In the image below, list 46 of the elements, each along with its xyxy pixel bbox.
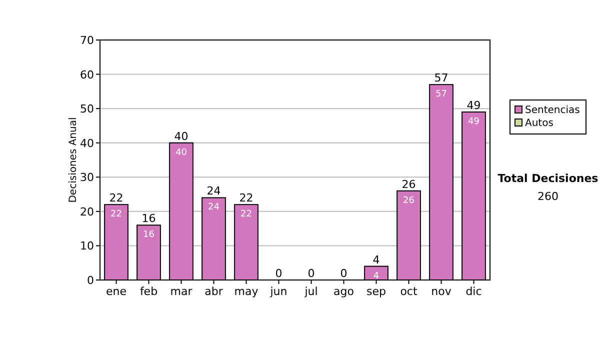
text: Total Decisiones [498,172,599,185]
data-label: 16 [143,230,155,240]
data-label: 4 [373,271,380,282]
x-tick-label: sep [366,285,386,298]
y-tick-label: 20 [80,205,94,218]
y-tick-label: 50 [80,102,94,116]
total-label: 24 [206,184,221,198]
data-label: 49 [468,117,480,127]
x-tick-label: jul [304,285,318,298]
y-tick-label: 0 [87,274,94,287]
x-tick-label: ago [334,285,354,298]
x-tick-label: ene [106,285,127,298]
total-label: 22 [239,192,254,205]
x-tick-label: jun [269,285,288,298]
data-label: 22 [110,210,122,220]
total-label: 49 [466,99,481,112]
text: 260 [538,190,558,203]
y-axis-title: Decisiones Anual [68,117,79,203]
data-label: 26 [403,196,415,206]
data-label: 22 [240,210,252,220]
total-label: 0 [275,267,282,280]
total-label: 0 [308,267,315,280]
x-tick-label: feb [140,285,158,298]
x-tick-label: may [234,285,259,298]
y-tick-label: 40 [80,136,94,150]
total-label: 0 [340,267,348,280]
total-label: 22 [109,192,124,205]
x-tick-label: mar [170,285,193,298]
data-label: 24 [208,202,220,213]
data-label: 40 [176,148,188,158]
legend-label: Sentencias [525,105,580,116]
legend-label: Autos [525,118,554,129]
y-tick-label: 10 [80,240,94,253]
total-label: 16 [142,212,156,226]
x-tick-label: oct [400,285,418,298]
total-label: 40 [174,130,188,143]
y-tick-label: 30 [80,171,94,184]
total-label: 4 [372,253,380,266]
x-tick-label: dic [466,285,482,298]
total-label: 57 [434,72,448,85]
data-label: 57 [436,90,447,100]
x-tick-label: abr [204,285,224,298]
x-tick-label: nov [431,285,452,298]
y-tick-label: 70 [80,34,94,47]
total-label: 26 [402,178,416,191]
y-tick-label: 60 [80,68,94,82]
